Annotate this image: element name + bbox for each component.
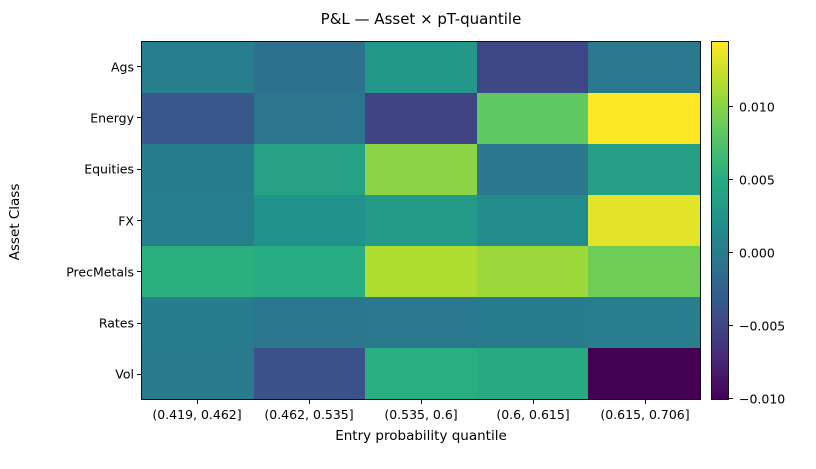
y-tick-label-Vol: Vol: [115, 366, 134, 382]
heatmap-cell-Vol-3: [476, 348, 589, 399]
y-tick-mark: [137, 220, 141, 221]
heatmap-cell-Ags-4: [588, 42, 700, 93]
heatmap-cell-Rates-0: [142, 297, 254, 348]
y-axis-label: Asset Class: [7, 183, 23, 261]
x-tick-label-3: (0.6, 0.615]: [496, 407, 570, 422]
colorbar-tick-mark: [729, 325, 733, 327]
x-axis-label: Entry probability quantile: [335, 428, 507, 444]
heatmap-cell-PrecMetals-2: [365, 246, 477, 297]
y-tick-mark: [137, 373, 141, 375]
heatmap-cell-Equities-3: [476, 144, 589, 195]
heatmap-cell-FX-2: [365, 195, 477, 246]
y-tick-label-FX: FX: [118, 213, 134, 228]
x-tick-mark: [420, 400, 422, 404]
y-tick-mark: [137, 322, 141, 324]
heatmap-cell-FX-4: [588, 195, 700, 246]
colorbar-tick-mark: [729, 179, 733, 181]
y-tick-label-Rates: Rates: [98, 315, 134, 331]
heatmap-cell-Ags-0: [142, 42, 254, 93]
y-tick-label-Equities: Equities: [84, 161, 134, 177]
colorbar: [711, 41, 729, 400]
heatmap-cell-Vol-0: [142, 348, 254, 399]
colorbar-tick-label-0: 0.010: [739, 99, 775, 115]
heatmap-cell-Rates-1: [253, 297, 366, 348]
x-tick-mark: [532, 400, 534, 404]
colorbar-tick-mark: [729, 398, 733, 400]
heatmap-cell-FX-1: [253, 195, 366, 246]
colorbar-tick-label-4: −0.010: [739, 391, 786, 407]
heatmap-cell-PrecMetals-0: [142, 246, 254, 297]
heatmap-plot-area: [141, 41, 701, 400]
heatmap-cell-Equities-0: [142, 144, 254, 195]
heatmap-cell-Energy-3: [476, 93, 589, 144]
heatmap-cell-Vol-2: [365, 348, 477, 399]
colorbar-tick-mark: [729, 252, 733, 254]
colorbar-tick-mark: [729, 106, 733, 108]
heatmap-cell-FX-3: [476, 195, 589, 246]
colorbar-tick-label-1: 0.005: [739, 172, 775, 188]
heatmap-cell-Energy-2: [365, 93, 477, 144]
x-tick-mark: [644, 400, 646, 404]
heatmap-cell-Energy-1: [253, 93, 366, 144]
heatmap-cell-Energy-0: [142, 93, 254, 144]
x-tick-mark: [196, 400, 198, 404]
heatmap-cell-Ags-2: [365, 42, 477, 93]
colorbar-tick-label-2: 0.000: [739, 245, 775, 261]
y-tick-label-Ags: Ags: [111, 59, 134, 75]
y-tick-mark: [137, 271, 141, 273]
heatmap-cell-PrecMetals-1: [253, 246, 366, 297]
x-tick-mark: [308, 400, 310, 404]
y-tick-label-PrecMetals: PrecMetals: [66, 264, 134, 280]
x-tick-label-1: (0.462, 0.535]: [264, 407, 354, 422]
heatmap-cell-Equities-1: [253, 144, 366, 195]
colorbar-tick-label-3: −0.005: [739, 318, 786, 334]
heatmap-cell-PrecMetals-4: [588, 246, 700, 297]
heatmap-cell-Vol-4: [588, 348, 700, 399]
chart-title: P&L — Asset × pT-quantile: [320, 10, 522, 28]
y-tick-mark: [137, 117, 141, 119]
heatmap-cell-PrecMetals-3: [476, 246, 589, 297]
heatmap-cell-Vol-1: [253, 348, 366, 399]
heatmap-cell-Ags-3: [476, 42, 589, 93]
x-tick-label-4: (0.615, 0.706]: [600, 407, 690, 422]
heatmap-cell-Rates-3: [476, 297, 589, 348]
x-tick-label-0: (0.419, 0.462]: [152, 407, 242, 422]
y-tick-label-Energy: Energy: [90, 110, 134, 126]
heatmap-cell-Energy-4: [588, 93, 700, 144]
x-tick-label-2: (0.535, 0.6]: [384, 407, 458, 422]
heatmap-cell-Rates-2: [365, 297, 477, 348]
heatmap-cell-Rates-4: [588, 297, 700, 348]
y-tick-mark: [137, 168, 141, 170]
heatmap-cell-FX-0: [142, 195, 254, 246]
heatmap-cell-Equities-2: [365, 144, 477, 195]
heatmap-cell-Ags-1: [253, 42, 366, 93]
y-tick-mark: [137, 66, 141, 68]
heatmap-cell-Equities-4: [588, 144, 700, 195]
